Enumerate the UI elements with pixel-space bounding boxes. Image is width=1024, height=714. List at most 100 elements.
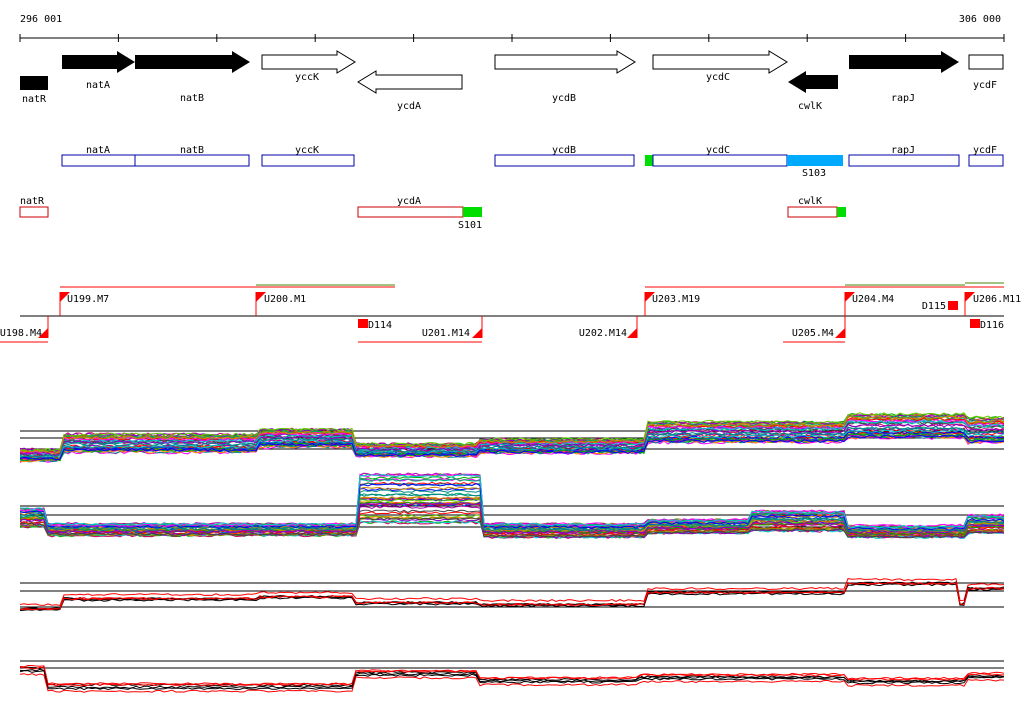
transcript-label: natA (86, 145, 110, 156)
gene-label: ycdC (706, 72, 730, 83)
segment-U206.M11[interactable]: U206.M11 (964, 292, 1021, 316)
expression-profile-line (20, 476, 1004, 529)
transcript-label: yccK (295, 145, 319, 156)
segment-label: U200.M1 (264, 294, 306, 305)
expression-profile-line (20, 426, 1004, 458)
downshift-D114[interactable]: D114 (358, 319, 392, 331)
gene-label: rapJ (891, 93, 915, 104)
segment-U204.M4[interactable]: U204.M4 (844, 292, 894, 316)
expression-track-1 (20, 412, 1004, 464)
segment-label: U206.M11 (973, 294, 1021, 305)
expression-profile-line (20, 493, 1004, 532)
downshift-label: D116 (980, 320, 1004, 331)
gene-ycdA[interactable]: ycdA (357, 70, 463, 112)
expression-profile-line (20, 478, 1004, 529)
segment-label: U202.M14 (579, 328, 627, 339)
segmentation-track: U199.M7 U200.M1 U203.M19 U204.M4 U206.M1… (0, 282, 1021, 343)
expression-profile-line (20, 412, 1004, 452)
expression-profile-line (20, 483, 1004, 531)
expression-profile-line (20, 472, 1004, 529)
expression-profile-line (20, 583, 1004, 611)
transcript-label: ycdB (552, 145, 576, 156)
gene-cwlK[interactable]: cwlK (788, 71, 838, 112)
signal-label-S103: S103 (802, 168, 826, 179)
expression-profile-line (20, 668, 1004, 689)
gene-label: natB (180, 93, 204, 104)
segment-U202.M14[interactable]: U202.M14 (579, 316, 638, 339)
expression-profile-line (20, 673, 1004, 693)
expression-profile-line (20, 478, 1004, 529)
transcript-track-reverse: natR ycdA S101 cwlK (19, 196, 846, 231)
segment-label: U203.M19 (652, 294, 700, 305)
gene-ycdC[interactable]: ycdC (652, 50, 788, 83)
transcript-ycdA[interactable]: ycdA S101 (357, 196, 482, 231)
segment-label: U199.M7 (67, 294, 109, 305)
gene-natB[interactable]: natB (135, 51, 250, 104)
gene-label: ycdF (973, 80, 997, 91)
signal-label-S101: S101 (458, 220, 482, 231)
gene-label: natR (22, 94, 47, 105)
coord-start: 296 001 (20, 14, 62, 25)
gene-ycdF[interactable]: ycdF (968, 54, 1004, 91)
expression-profiles (20, 412, 1004, 693)
expression-track-3 (20, 578, 1004, 611)
transcript-ycdB[interactable]: ycdB (494, 145, 635, 167)
transcript-cwlK[interactable]: cwlK (787, 196, 846, 218)
transcript-label: ycdC (706, 145, 730, 156)
transcript-natR[interactable]: natR (19, 196, 49, 218)
segment-U199.M7[interactable]: U199.M7 (59, 292, 109, 316)
expression-track-4 (20, 660, 1004, 693)
segment-label: U205.M4 (792, 328, 834, 339)
gene-rapJ[interactable]: rapJ (849, 51, 959, 104)
segment-U201.M14[interactable]: U201.M14 (422, 316, 483, 339)
gene-yccK[interactable]: yccK (261, 50, 356, 83)
transcript-ycdF[interactable]: ycdF (968, 145, 1004, 167)
gene-natA[interactable]: natA (62, 51, 135, 91)
transcript-ycdC[interactable]: ycdC S103 (645, 145, 843, 179)
expression-profile-line (20, 432, 1004, 460)
downshift-label: D114 (368, 320, 392, 331)
transcript-label: natR (20, 196, 45, 207)
segment-U205.M4[interactable]: U205.M4 (792, 316, 846, 339)
downshift-D115[interactable]: D115 (922, 301, 958, 312)
segment-U200.M1[interactable]: U200.M1 (255, 292, 306, 316)
gene-label: natA (86, 80, 110, 91)
expression-profile-line (20, 665, 1004, 686)
segment-label: U204.M4 (852, 294, 894, 305)
expression-profile-line (20, 415, 1004, 454)
expression-profile-line (20, 434, 1004, 461)
transcript-label: rapJ (891, 145, 915, 156)
transcript-yccK[interactable]: yccK (261, 145, 355, 167)
expression-profile-line (20, 473, 1004, 529)
transcript-label: ycdA (397, 196, 421, 207)
transcript-label: natB (180, 145, 204, 156)
coord-end: 306 000 (959, 14, 1001, 25)
expression-profile-line (20, 501, 1004, 534)
transcript-natB[interactable]: natB (134, 145, 250, 167)
expression-profile-line (20, 417, 1004, 455)
segment-U198.M4[interactable]: U198.M4 (0, 316, 49, 339)
gene-label: ycdA (397, 101, 421, 112)
expression-profile-line (20, 420, 1004, 457)
expression-profile-line (20, 420, 1004, 457)
expression-track-2 (20, 472, 1004, 539)
expression-profile-line (20, 581, 1004, 611)
transcript-label: cwlK (798, 196, 822, 207)
transcript-label: ycdF (973, 145, 997, 156)
gene-ycdB[interactable]: ycdB (494, 50, 636, 104)
expression-profile-line (20, 478, 1004, 529)
transcript-rapJ[interactable]: rapJ (848, 145, 960, 167)
gene-label: ycdB (552, 93, 576, 104)
gene-label: yccK (295, 72, 319, 83)
expression-profile-line (20, 435, 1004, 464)
segment-U203.M19[interactable]: U203.M19 (644, 292, 700, 316)
downshift-D116[interactable]: D116 (970, 319, 1004, 331)
expression-profile-line (20, 578, 1004, 606)
transcript-natA[interactable]: natA (61, 145, 136, 167)
expression-profile-line (20, 473, 1004, 528)
expression-profile-line (20, 474, 1004, 529)
segment-label: U198.M4 (0, 328, 42, 339)
expression-profile-line (20, 670, 1004, 691)
gene-natR[interactable]: natR (20, 76, 48, 105)
expression-profile-line (20, 433, 1004, 462)
